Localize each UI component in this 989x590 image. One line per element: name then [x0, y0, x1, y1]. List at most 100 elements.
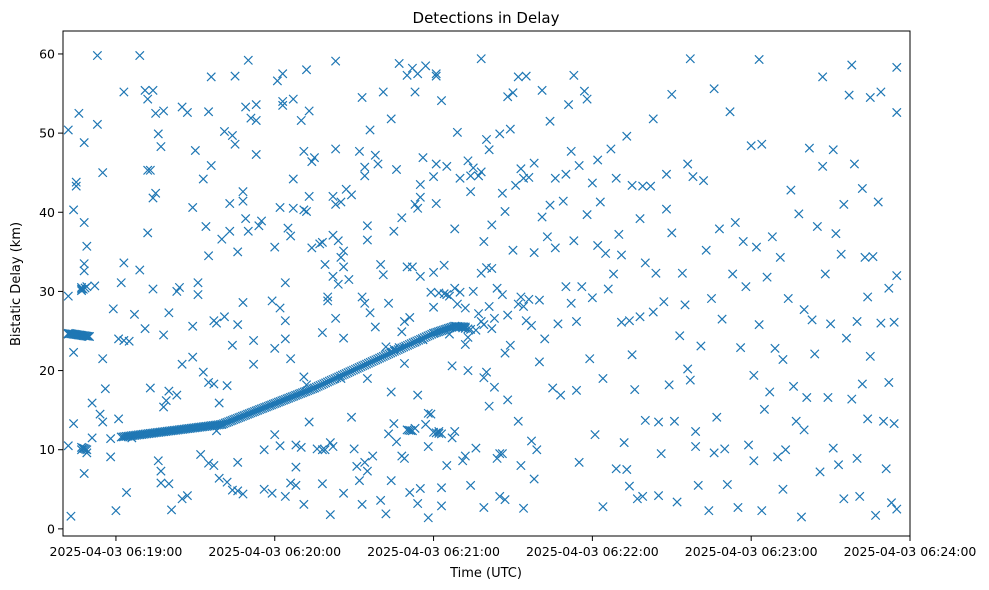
data-point — [865, 351, 875, 361]
data-point — [140, 323, 150, 334]
data-point — [233, 320, 243, 330]
chart-title: Detections in Delay — [413, 9, 560, 27]
data-point — [158, 106, 169, 116]
data-point — [738, 236, 748, 247]
data-point — [442, 460, 452, 471]
data-point — [156, 141, 166, 152]
data-point — [286, 478, 296, 488]
data-point — [455, 173, 465, 183]
data-point — [437, 326, 447, 336]
data-point — [243, 55, 253, 65]
data-point — [129, 309, 140, 319]
data-point — [267, 296, 277, 306]
data-point — [328, 441, 338, 452]
data-point — [484, 401, 494, 411]
data-point — [844, 90, 854, 100]
data-point — [447, 433, 457, 443]
data-point — [415, 483, 425, 494]
data-point — [709, 448, 719, 458]
data-point — [667, 89, 677, 99]
data-point — [852, 453, 862, 464]
data-point — [884, 283, 894, 293]
data-point — [476, 167, 486, 177]
data-point — [309, 153, 320, 163]
data-point — [807, 315, 817, 325]
data-point — [203, 107, 214, 117]
data-point — [534, 295, 545, 305]
data-point — [106, 434, 116, 444]
data-point — [603, 284, 613, 294]
data-point — [238, 297, 248, 308]
data-point — [215, 419, 225, 430]
data-point — [712, 412, 722, 422]
data-point — [272, 76, 283, 86]
data-point — [323, 292, 333, 302]
data-point — [156, 478, 166, 488]
data-point — [370, 322, 380, 332]
data-point — [773, 452, 783, 462]
data-point — [463, 365, 473, 376]
data-point — [876, 318, 886, 328]
data-point — [783, 293, 793, 304]
data-point — [775, 252, 785, 263]
data-point — [582, 94, 592, 104]
data-point — [555, 390, 566, 400]
data-point — [354, 146, 365, 156]
data-point — [465, 324, 476, 335]
data-point — [79, 468, 89, 479]
data-point — [331, 313, 341, 323]
data-point — [500, 206, 510, 217]
data-point — [63, 291, 73, 301]
data-point — [76, 284, 87, 294]
data-point — [812, 221, 822, 232]
data-point — [754, 320, 764, 330]
data-point — [415, 179, 425, 190]
data-point — [661, 204, 672, 214]
data-point — [598, 373, 608, 384]
data-point — [571, 316, 582, 327]
data-point — [431, 71, 441, 81]
data-point — [79, 259, 89, 269]
data-point — [484, 145, 494, 155]
data-point — [225, 226, 235, 236]
data-point — [386, 475, 396, 486]
data-point — [151, 108, 161, 118]
data-point — [540, 334, 550, 344]
data-point — [487, 263, 497, 274]
data-point — [590, 430, 600, 440]
data-point — [497, 188, 508, 198]
data-point — [270, 343, 280, 354]
data-point — [529, 474, 539, 484]
data-point — [288, 174, 298, 184]
data-point — [426, 287, 436, 297]
data-point — [415, 192, 425, 202]
y-tick-label: 60 — [39, 46, 55, 61]
data-point — [833, 460, 844, 470]
data-point — [304, 106, 314, 116]
data-point — [188, 352, 198, 362]
data-point — [251, 99, 261, 110]
data-point — [238, 489, 248, 499]
data-point — [198, 367, 208, 377]
data-point — [196, 449, 206, 460]
data-point — [460, 339, 470, 350]
data-point — [415, 271, 425, 282]
data-point — [545, 116, 555, 126]
data-point — [248, 359, 259, 369]
data-point — [471, 443, 481, 453]
data-point — [839, 494, 849, 504]
data-point — [68, 205, 79, 215]
data-point — [436, 96, 447, 106]
data-point — [344, 274, 354, 285]
data-point — [438, 325, 448, 335]
data-point — [267, 488, 277, 498]
data-point — [251, 149, 261, 160]
data-point — [68, 418, 79, 429]
data-point — [370, 150, 380, 160]
data-point — [436, 483, 447, 493]
data-point — [164, 479, 174, 489]
data-point — [423, 408, 433, 418]
data-point — [410, 199, 420, 209]
data-point — [733, 502, 743, 513]
data-point — [317, 237, 328, 247]
